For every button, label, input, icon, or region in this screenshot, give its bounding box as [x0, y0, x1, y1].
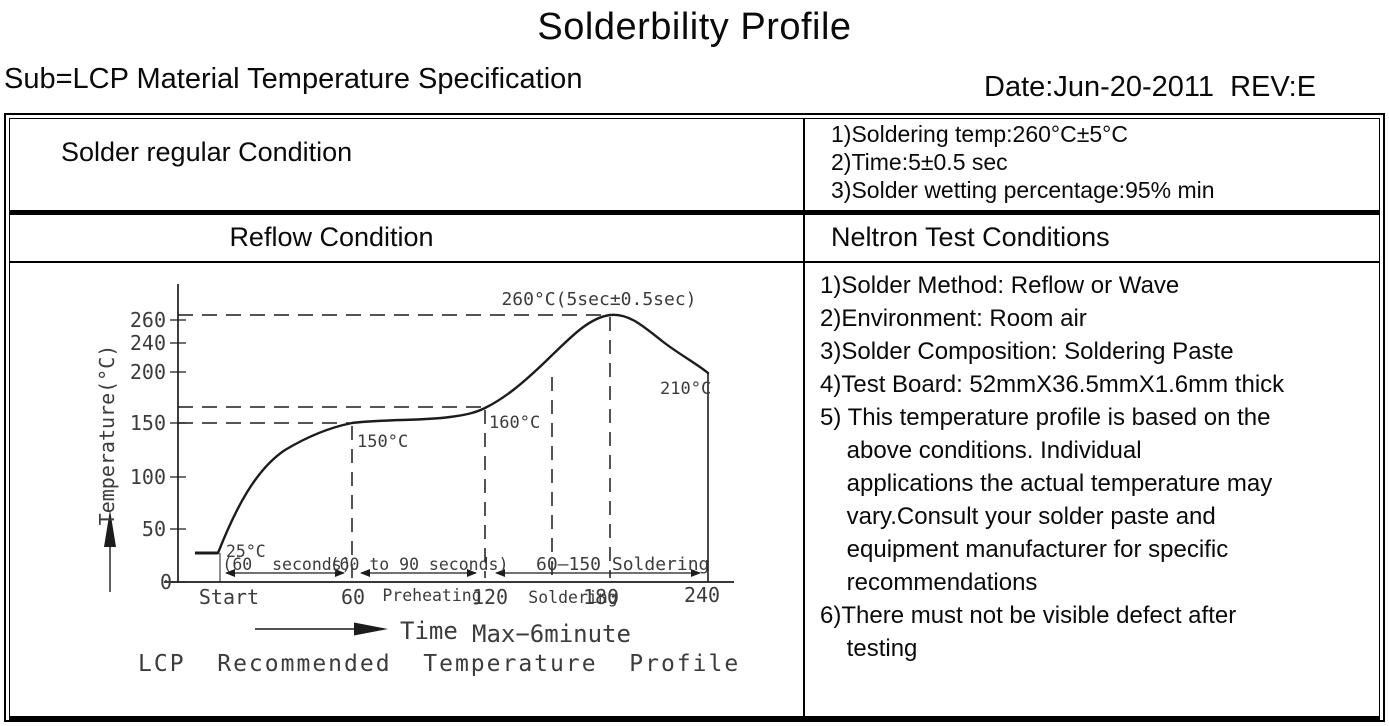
y-axis-title: Temperature(°C): [95, 345, 119, 526]
reflow-profile-chart: 260 240 200 150 100 50 0 Temperature(°C)…: [95, 284, 740, 677]
row-headers: Reflow Condition Neltron Test Conditions: [10, 215, 1379, 261]
peak-annotation: 260°C(5sec±0.5sec): [501, 289, 696, 310]
y-tick-label: 100: [130, 465, 166, 489]
right-arrow-icon: [354, 622, 388, 636]
regular-spec-line: 1)Soldering temp:260°C±5°C: [831, 121, 1128, 147]
cell-reflow-header: Reflow Condition: [10, 215, 803, 261]
x-tick-label: 240: [684, 583, 720, 607]
page-title: Solderbility Profile: [537, 6, 852, 48]
temp-210-annotation: 210°C: [660, 379, 711, 399]
x-tick-label: 120: [472, 585, 508, 609]
test-condition-line: 5) This temperature profile is based on …: [820, 404, 1271, 431]
y-tick-label: 240: [130, 331, 166, 355]
x-tick-label: 60: [341, 585, 365, 609]
dashed-horizontal-lines: [178, 314, 610, 424]
regular-spec-line: 2)Time:5±0.5 sec: [831, 149, 1008, 175]
cell-regular-label: Solder regular Condition: [10, 119, 803, 210]
soldering-zone-label: Soldering: [528, 588, 617, 607]
test-condition-line: 4)Test Board: 52mmX36.5mmX1.6mm thick: [820, 371, 1285, 398]
zone2-label: (60 to 90 seconds): [330, 555, 509, 574]
row-divider-thin: [10, 261, 1379, 263]
zone1-label: (60 seconds): [222, 555, 351, 574]
x-axis-title: Time: [400, 617, 458, 645]
temp-160-annotation: 160°C: [489, 413, 540, 433]
temperature-curve: [216, 313, 710, 555]
test-condition-line: vary.Consult your solder paste and: [820, 503, 1216, 530]
dashed-vertical-lines: [351, 317, 611, 578]
date-rev: Date:Jun-20-2011 REV:E: [984, 71, 1317, 103]
test-condition-line: above conditions. Individual: [820, 437, 1142, 464]
chart-caption: LCP Recommended Temperature Profile: [138, 651, 740, 677]
test-condition-line: testing: [820, 635, 918, 662]
neltron-test-conditions-header: Neltron Test Conditions: [831, 222, 1110, 252]
cell-test-conditions: 1)Solder Method: Reflow or Wave 2)Enviro…: [805, 263, 1379, 716]
reflow-condition-header: Reflow Condition: [229, 222, 434, 252]
cell-neltron-header: Neltron Test Conditions: [805, 215, 1379, 261]
cell-regular-specs: 1)Soldering temp:260°C±5°C 2)Time:5±0.5 …: [805, 119, 1379, 210]
x-axis-note: Max−6minute: [472, 620, 631, 648]
zone3-label: 60–150 Soldering: [536, 554, 709, 575]
row-content: 1)Solder Method: Reflow or Wave 2)Enviro…: [10, 263, 1379, 716]
preheating-zone-label: Preheating: [382, 586, 481, 605]
column-divider: [803, 119, 805, 716]
start-temp-annotation: 25°C: [226, 542, 266, 561]
regular-condition-label: Solder regular Condition: [61, 137, 353, 167]
spec-table: Solder regular Condition 1)Soldering tem…: [4, 113, 1385, 722]
test-condition-line: 3)Solder Composition: Soldering Paste: [820, 338, 1234, 365]
row-divider-thick: [10, 210, 1379, 215]
x-tick-label: Start: [199, 585, 259, 609]
test-condition-line: 2)Environment: Room air: [820, 305, 1087, 332]
subtitle: Sub=LCP Material Temperature Specificati…: [4, 63, 583, 95]
up-arrow-icon: [104, 510, 116, 547]
test-condition-line: 1)Solder Method: Reflow or Wave: [820, 272, 1180, 299]
spec-table-inner-border: Solder regular Condition 1)Soldering tem…: [9, 118, 1380, 720]
test-condition-line: 6)There must not be visible defect after: [820, 602, 1237, 629]
test-condition-line: equipment manufacturer for specific: [820, 536, 1229, 563]
test-condition-line: recommendations: [820, 569, 1038, 596]
row-solder-regular: Solder regular Condition 1)Soldering tem…: [10, 119, 1379, 210]
x-tick-label: 180: [583, 585, 619, 609]
y-tick-label: 200: [130, 360, 166, 384]
temp-150-annotation: 150°C: [357, 432, 408, 452]
test-condition-line: applications the actual temperature may: [820, 470, 1273, 497]
y-tick-label: 150: [130, 411, 166, 435]
y-tick-label: 0: [160, 570, 172, 594]
y-tick-label: 260: [130, 308, 166, 332]
y-tick-label: 50: [142, 517, 166, 541]
regular-spec-line: 3)Solder wetting percentage:95% min: [831, 177, 1215, 203]
